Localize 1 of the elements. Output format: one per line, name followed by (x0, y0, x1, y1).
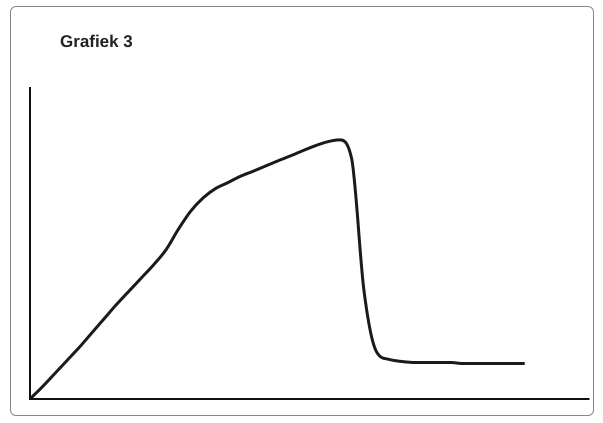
chart-title: Grafiek 3 (60, 32, 133, 52)
